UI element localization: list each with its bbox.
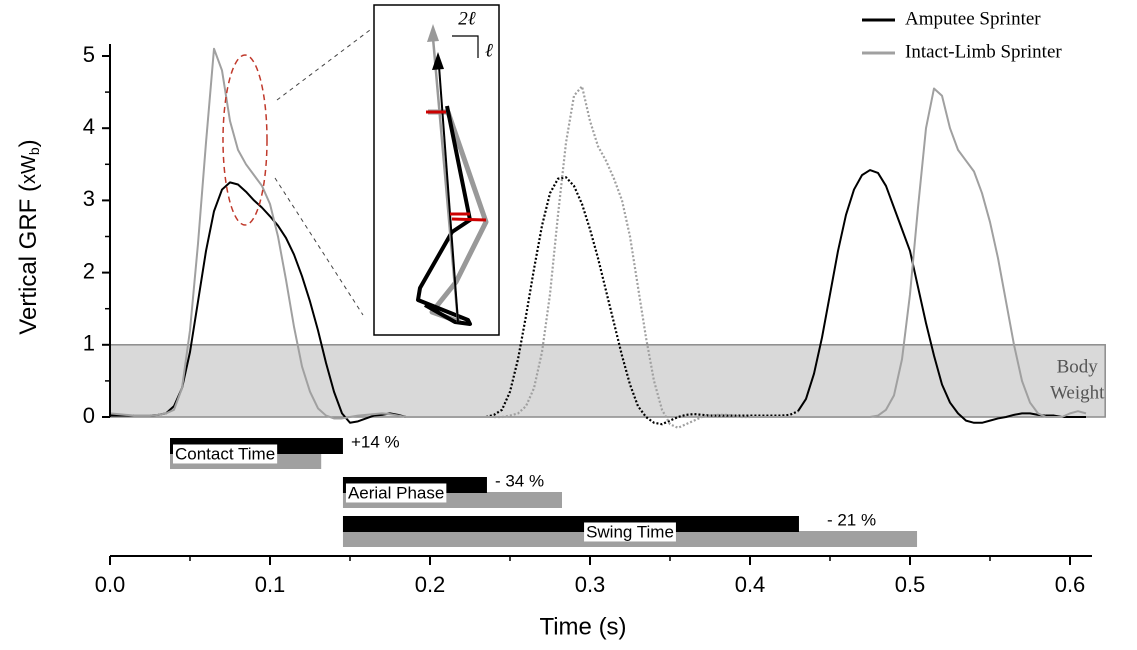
series-line [750,87,1087,418]
phase-change: +14 % [351,432,400,451]
amputee-force-arrow [438,65,459,323]
x-axis-label: Time (s) [539,613,626,640]
y-axis-label-end: ) [15,139,42,147]
x-tick-label: 0.6 [1055,572,1086,597]
phase-label: Contact Time [175,444,275,463]
arrowhead [432,52,444,70]
inset-frame [373,4,500,336]
phase-label-bg [584,522,676,542]
amputee-leg [416,105,472,326]
scale-bar [452,35,479,58]
y-axis-label: Vertical GRF (xWb) [15,139,42,334]
y-tick-label: 3 [83,186,95,211]
x-tick-label: 0.4 [735,572,766,597]
series-line-dotted [494,85,750,429]
phase-label-bg [345,483,447,503]
y-tick-label: 1 [83,331,95,356]
x-tick-label: 0.3 [575,572,606,597]
highlight-ellipse [222,54,268,226]
band-label: Body [1057,356,1099,377]
scale-label: ℓ [485,40,493,61]
legend-label: Intact-Limb Sprinter [905,41,1062,62]
x-tick-label: 0.1 [255,572,286,597]
plot [109,47,1087,429]
legend-label: Amputee Sprinter [905,8,1041,29]
series-line-dotted [485,176,799,426]
phase-change: - 34 % [495,471,544,490]
x-tick-label: 0.5 [895,572,926,597]
scale-label: 2ℓ [458,8,476,29]
legend: Amputee Sprinter Intact-Limb Sprinter [862,8,1062,62]
y-tick-label: 4 [83,114,95,139]
y-tick-label: 5 [83,42,95,67]
inset: 2ℓ ℓ [373,4,500,336]
y-axis-label-text: Vertical GRF ( [15,184,42,335]
amputee-phase-bar [342,516,799,532]
arrowhead [427,24,439,42]
band-group: Body Weight [109,344,1106,418]
x-tick-label: 0.2 [415,572,446,597]
series-line [797,169,1086,424]
y-tick-label: 0 [83,403,95,428]
lever-arm [451,217,487,222]
y-axis-label-unit: xW [18,155,40,184]
phase-label: Aerial Phase [348,483,444,502]
y-tick-label: 2 [83,258,95,283]
phase-label-bg [173,444,278,464]
y-axis-label-sub: b [26,147,42,155]
phase-change: - 21 % [827,510,876,529]
band-label: Weight [1050,382,1105,403]
body-weight-band [109,344,1106,418]
phase-label: Swing Time [586,522,674,541]
series-line [109,47,494,420]
x-tick-label: 0.0 [95,572,126,597]
connector [276,29,371,101]
connector [274,177,364,316]
